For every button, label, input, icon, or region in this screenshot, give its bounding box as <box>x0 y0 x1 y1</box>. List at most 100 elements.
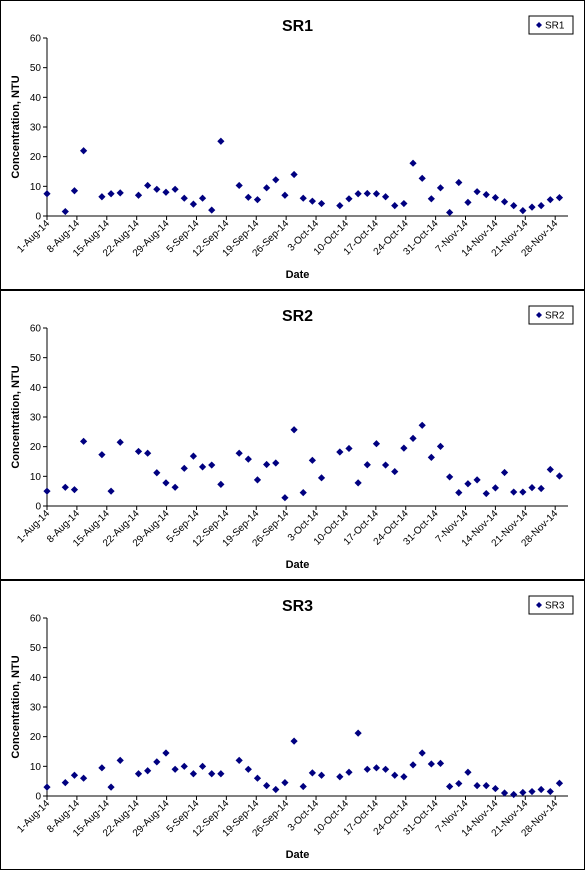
data-point <box>381 461 390 469</box>
legend-label: SR3 <box>545 601 565 612</box>
legend-label: SR1 <box>545 21 565 32</box>
data-point <box>299 194 307 202</box>
data-point <box>555 194 564 202</box>
data-point <box>381 765 390 773</box>
data-point <box>198 762 207 770</box>
data-point <box>61 207 69 216</box>
data-point <box>144 449 152 457</box>
y-tick-label: 10 <box>30 182 42 193</box>
chart-sr2: SR201020304050601-Aug-148-Aug-1415-Aug-1… <box>10 305 574 571</box>
data-point <box>546 787 554 796</box>
legend: SR3 <box>528 595 574 615</box>
x-axis-label: Date <box>286 559 310 571</box>
data-point <box>354 729 362 737</box>
data-point <box>43 487 51 495</box>
chart-panel-sr2: SR2 0 10 20 30 40 50 60 1-Aug-14 8-Aug-14 15-Aug-1… <box>0 290 585 580</box>
data-point <box>299 782 307 791</box>
data-point <box>290 170 298 179</box>
data-point <box>391 202 399 210</box>
y-tick-label: 20 <box>30 442 42 453</box>
data-point <box>253 196 262 204</box>
data-point <box>345 444 353 453</box>
data-point <box>500 198 509 206</box>
x-axis-label: Date <box>286 269 310 281</box>
data-point <box>153 469 161 477</box>
y-axis-label: Concentration, NTU <box>10 655 22 758</box>
data-point <box>555 779 564 787</box>
chart-sr3: SR301020304050601-Aug-148-Aug-1415-Aug-1… <box>10 595 574 861</box>
data-point <box>70 486 79 494</box>
chart-title: SR2 <box>282 308 313 325</box>
data-point <box>372 764 381 772</box>
data-point <box>446 208 454 217</box>
y-tick-label: 60 <box>30 324 42 335</box>
data-point <box>446 473 454 481</box>
data-point <box>235 756 243 764</box>
data-point <box>500 789 509 797</box>
data-point <box>491 484 500 492</box>
data-point <box>537 202 545 210</box>
data-point <box>537 484 545 493</box>
data-point <box>272 785 280 794</box>
legend: SR1 <box>528 15 574 35</box>
data-point <box>528 203 536 211</box>
data-point <box>180 762 188 770</box>
data-point <box>208 206 216 214</box>
data-point <box>436 184 445 192</box>
data-point <box>510 488 518 496</box>
data-point <box>473 782 481 790</box>
data-point <box>510 202 518 210</box>
y-axis-label: Concentration, NTU <box>10 75 22 178</box>
data-point <box>436 442 445 450</box>
data-point <box>381 193 390 201</box>
data-point <box>519 207 527 215</box>
y-tick-label: 0 <box>35 212 41 223</box>
data-point <box>162 479 170 487</box>
data-point <box>363 461 371 469</box>
y-tick-label: 30 <box>30 703 42 714</box>
data-point <box>162 749 170 757</box>
data-point <box>427 453 435 461</box>
y-tick-label: 0 <box>35 792 41 803</box>
data-point <box>317 771 326 779</box>
data-point <box>354 479 362 487</box>
data-point <box>144 181 152 190</box>
data-point <box>528 787 536 796</box>
y-tick-label: 50 <box>30 643 42 654</box>
data-point <box>61 779 69 787</box>
data-point <box>418 749 426 757</box>
data-point <box>528 484 536 492</box>
data-point <box>198 463 207 471</box>
data-point <box>308 769 316 777</box>
data-point <box>308 197 316 205</box>
data-point <box>153 185 161 193</box>
data-point <box>189 200 198 208</box>
data-point <box>171 185 179 193</box>
data-point <box>418 421 426 429</box>
data-point <box>116 756 124 764</box>
y-tick-label: 30 <box>30 413 42 424</box>
chart-panel-sr3: SR3 0 10 20 30 40 50 60 1-Aug-14 8-Aug-14 15-Aug-1… <box>0 580 585 870</box>
data-point <box>354 190 362 198</box>
chart-panel-sr1: SR1 0 10 20 30 40 50 60 1-Aug-14 8-Aug-14 15-Aug-1… <box>0 0 585 290</box>
y-tick-label: 40 <box>30 93 42 104</box>
series-points <box>43 137 564 217</box>
data-point <box>171 483 179 491</box>
data-point <box>299 489 307 497</box>
data-point <box>546 196 554 204</box>
data-point <box>162 188 170 196</box>
data-point <box>464 480 472 488</box>
data-point <box>317 199 326 208</box>
data-point <box>244 765 252 773</box>
data-point <box>180 194 188 202</box>
data-point <box>555 472 564 480</box>
data-point <box>482 489 490 498</box>
series-points <box>43 421 564 502</box>
y-tick-label: 0 <box>35 502 41 513</box>
data-point <box>409 434 417 442</box>
y-tick-label: 20 <box>30 732 42 743</box>
chart-title: SR3 <box>282 598 313 615</box>
data-point <box>98 451 106 459</box>
data-point <box>409 761 417 769</box>
data-point <box>491 194 500 202</box>
